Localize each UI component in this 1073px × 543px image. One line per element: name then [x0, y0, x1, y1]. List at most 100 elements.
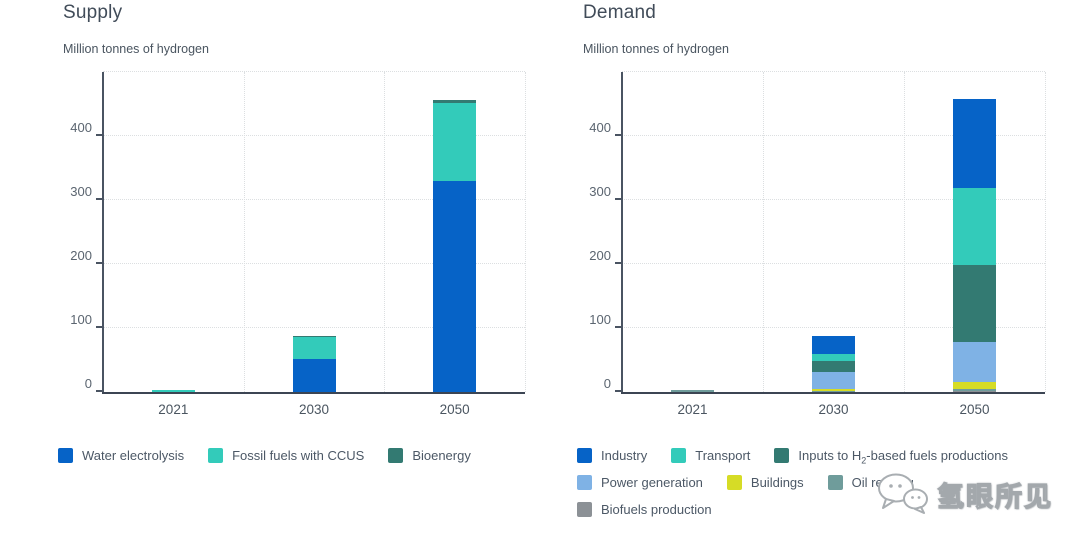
- legend-swatch: [726, 475, 742, 490]
- legend-item-inputs-to-h2-based-fuels-productions: Inputs to H2-based fuels productions: [774, 448, 1008, 466]
- bar-segment-oil-refining: [953, 389, 996, 391]
- gridline-vertical: [762, 72, 764, 392]
- bar-segment-transport: [953, 188, 996, 266]
- gridline-horizontal: [103, 327, 525, 328]
- legend-label: Fossil fuels with CCUS: [232, 448, 365, 463]
- gridline-horizontal: [103, 71, 525, 72]
- gridline-horizontal: [622, 199, 1045, 200]
- bar-segment-water-electrolysis: [292, 358, 336, 392]
- gridline-vertical: [904, 72, 905, 392]
- y-axis-tick: [615, 134, 621, 136]
- bar-segment-oil-refining: [670, 390, 714, 392]
- gridline-vertical: [384, 72, 386, 392]
- x-axis-tick-label: 2050: [439, 402, 470, 417]
- bar-segment-biofuels-production: [953, 390, 996, 392]
- gridline-horizontal: [622, 327, 1045, 328]
- bar-2050: [953, 72, 996, 392]
- legend-label: Biofuels production: [601, 502, 712, 517]
- legend-swatch: [671, 448, 687, 463]
- y-axis-tick-label: 200: [589, 248, 611, 263]
- bar-segment-buildings: [953, 381, 996, 390]
- bar-segment-fossil-fuels-with-ccus: [151, 390, 195, 392]
- bar-2021: [151, 72, 195, 392]
- x-axis-line: [102, 392, 525, 394]
- y-axis-tick-label: 0: [84, 376, 92, 391]
- bar-segment-bioenergy: [292, 335, 336, 337]
- legend-item-power-generation: Power generation: [577, 475, 703, 490]
- gridline-horizontal: [622, 263, 1045, 264]
- x-axis-line: [621, 392, 1045, 394]
- y-axis-tick-label: 400: [70, 120, 92, 135]
- y-axis-tick-label: 400: [589, 120, 611, 135]
- legend-row: Biofuels production: [577, 502, 1008, 517]
- legend-label: Buildings: [750, 475, 804, 490]
- legend-label: Transport: [695, 448, 751, 463]
- x-axis-tick-label: 2030: [298, 402, 330, 417]
- legend-swatch: [774, 448, 790, 463]
- legend-label: Inputs to H2-based fuels productions: [798, 448, 1008, 466]
- bar-segment-power-generation: [953, 342, 996, 382]
- bar-2021: [670, 72, 714, 392]
- y-axis-tick: [96, 326, 102, 328]
- legend: Water electrolysis Fossil fuels with CCUS…: [58, 448, 471, 463]
- bar-segment-transport: [812, 353, 855, 361]
- bar-2030: [812, 72, 855, 392]
- y-axis-tick-label: 100: [589, 312, 611, 327]
- plot-area: 0 100 200 300 400 2021 2030 2050: [70, 71, 526, 417]
- bar-2030: [292, 72, 336, 392]
- bar-segment-industry: [812, 336, 855, 354]
- bar-segment-oil-refining: [812, 390, 855, 392]
- bar-segment-fossil-fuels-with-ccus: [292, 336, 336, 359]
- y-axis-tick: [96, 390, 102, 392]
- legend-row: Water electrolysis Fossil fuels with CCUS…: [58, 448, 471, 463]
- legend-label: Power generation: [601, 475, 703, 490]
- legend-item-water-electrolysis: Water electrolysis: [58, 448, 184, 463]
- bar-segment-fossil-fuels-with-ccus: [433, 102, 477, 181]
- legend-item-fossil-fuels-with-ccus: Fossil fuels with CCUS: [208, 448, 364, 463]
- legend-swatch: [388, 448, 404, 463]
- gridline-vertical: [1045, 72, 1046, 392]
- legend: Industry Transport Inputs to H2-based fuel…: [577, 448, 1008, 517]
- bar-segment-inputs-to-h2-based-fuels-productions: [953, 265, 996, 343]
- gridline-horizontal: [103, 263, 525, 264]
- bar-segment-water-electrolysis: [433, 180, 477, 392]
- legend-swatch: [577, 475, 592, 490]
- y-axis-tick-label: 300: [70, 184, 92, 199]
- chart-unit-label: Million tonnes of hydrogen: [63, 42, 209, 56]
- gridline-horizontal: [103, 199, 525, 200]
- wechat-bubbles-icon: [878, 473, 928, 514]
- y-axis-tick-label: 0: [603, 376, 611, 391]
- chart-title: Demand: [583, 2, 657, 23]
- legend-item-industry: Industry: [577, 448, 647, 463]
- bar-segment-buildings: [812, 389, 855, 391]
- y-axis-tick-label: 100: [70, 312, 92, 327]
- x-axis-tick-label: 2030: [818, 402, 849, 417]
- legend-item-bioenergy: Bioenergy: [388, 448, 471, 463]
- y-axis-tick: [615, 390, 621, 392]
- legend-row: Industry Transport Inputs to H2-based fuel…: [577, 448, 1008, 466]
- gridline-horizontal: [103, 135, 525, 136]
- y-axis-tick-label: 300: [589, 184, 611, 199]
- y-axis-line: [102, 72, 104, 394]
- y-axis-tick: [615, 198, 621, 200]
- x-axis-tick-label: 2050: [959, 402, 990, 417]
- legend-swatch: [208, 448, 224, 463]
- legend-item-buildings: Buildings: [726, 475, 804, 490]
- chart-title: Supply: [63, 2, 123, 23]
- gridline-vertical: [243, 72, 245, 392]
- bar-segment-biofuels-production: [812, 391, 855, 392]
- legend-swatch: [58, 448, 73, 463]
- legend-swatch: [577, 448, 592, 463]
- gridline-horizontal: [622, 71, 1045, 72]
- legend-item-transport: Transport: [671, 448, 750, 463]
- y-axis-tick: [615, 262, 621, 264]
- legend-item-biofuels-production: Biofuels production: [577, 502, 712, 517]
- chart-unit-label: Million tonnes of hydrogen: [583, 42, 729, 56]
- gridline-horizontal: [622, 135, 1045, 136]
- bar-segment-inputs-to-h2-based-fuels-productions: [812, 360, 855, 372]
- y-axis-tick: [96, 134, 102, 136]
- gridline-vertical: [525, 72, 526, 392]
- supply-chart-panel: Supply Million tonnes of hydrogen 0 100 20…: [40, 0, 540, 543]
- bar-segment-bioenergy: [433, 100, 477, 103]
